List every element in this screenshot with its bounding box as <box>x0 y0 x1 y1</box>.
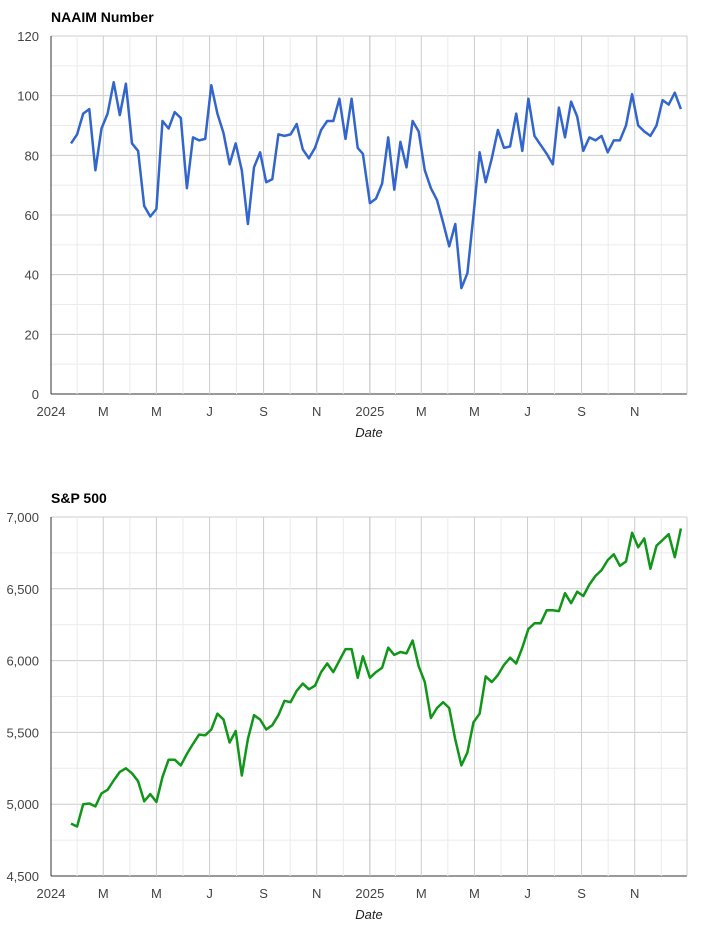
y-tick-label: 60 <box>25 208 39 223</box>
naaim-chart-svg: NAAIM Number 0 20 40 60 80 100 120 2024 M M J S N 2025… <box>17 9 688 440</box>
x-tick-label: 2025 <box>355 404 384 419</box>
x-tick-label: S <box>259 404 268 419</box>
x-tick-label: J <box>524 886 531 901</box>
chart-title: NAAIM Number <box>51 9 154 25</box>
y-tick-label: 120 <box>17 29 39 44</box>
y-tick-label: 100 <box>17 89 39 104</box>
x-tick-label: M <box>151 886 162 901</box>
naaim-chart: NAAIM Number 0 20 40 60 80 100 120 2024 M M J S N 2025… <box>0 0 707 460</box>
x-tick-label: 2024 <box>37 404 66 419</box>
x-tick-label: M <box>416 886 427 901</box>
y-tick-label: 6,500 <box>6 582 39 597</box>
series-line <box>69 80 683 290</box>
y-tick-label: 20 <box>25 327 39 342</box>
x-tick-label: M <box>469 404 480 419</box>
y-tick-label: 5,500 <box>6 725 39 740</box>
y-tick-label: 6,000 <box>6 654 39 669</box>
x-tick-label: 2024 <box>37 886 66 901</box>
x-axis-title: Date <box>355 425 382 440</box>
x-tick-label: M <box>469 886 480 901</box>
x-tick-label: S <box>577 886 586 901</box>
x-tick-label: N <box>630 886 639 901</box>
y-tick-label: 80 <box>25 148 39 163</box>
x-tick-label: N <box>312 886 321 901</box>
x-tick-label: 2025 <box>355 886 384 901</box>
x-tick-label: S <box>259 886 268 901</box>
x-tick-label: J <box>206 886 213 901</box>
y-tick-label: 7,000 <box>6 510 39 525</box>
x-tick-label: N <box>312 404 321 419</box>
x-tick-label: N <box>630 404 639 419</box>
x-tick-label: M <box>151 404 162 419</box>
x-tick-label: S <box>577 404 586 419</box>
x-tick-label: J <box>524 404 531 419</box>
x-axis-title: Date <box>355 907 382 922</box>
x-tick-label: J <box>206 404 213 419</box>
series-line <box>70 528 683 828</box>
y-tick-label: 40 <box>25 268 39 283</box>
y-tick-label: 4,500 <box>6 869 39 884</box>
sp500-chart: S&P 500 4,500 5,000 5,500 6,000 6,500 7,000 202… <box>0 480 707 926</box>
x-tick-label: M <box>416 404 427 419</box>
x-tick-label: M <box>98 404 109 419</box>
y-tick-label: 0 <box>32 387 39 402</box>
y-tick-label: 5,000 <box>6 797 39 812</box>
chart-title: S&P 500 <box>51 490 107 506</box>
x-tick-label: M <box>98 886 109 901</box>
sp500-chart-svg: S&P 500 4,500 5,000 5,500 6,000 6,500 7,000 202… <box>6 490 688 922</box>
